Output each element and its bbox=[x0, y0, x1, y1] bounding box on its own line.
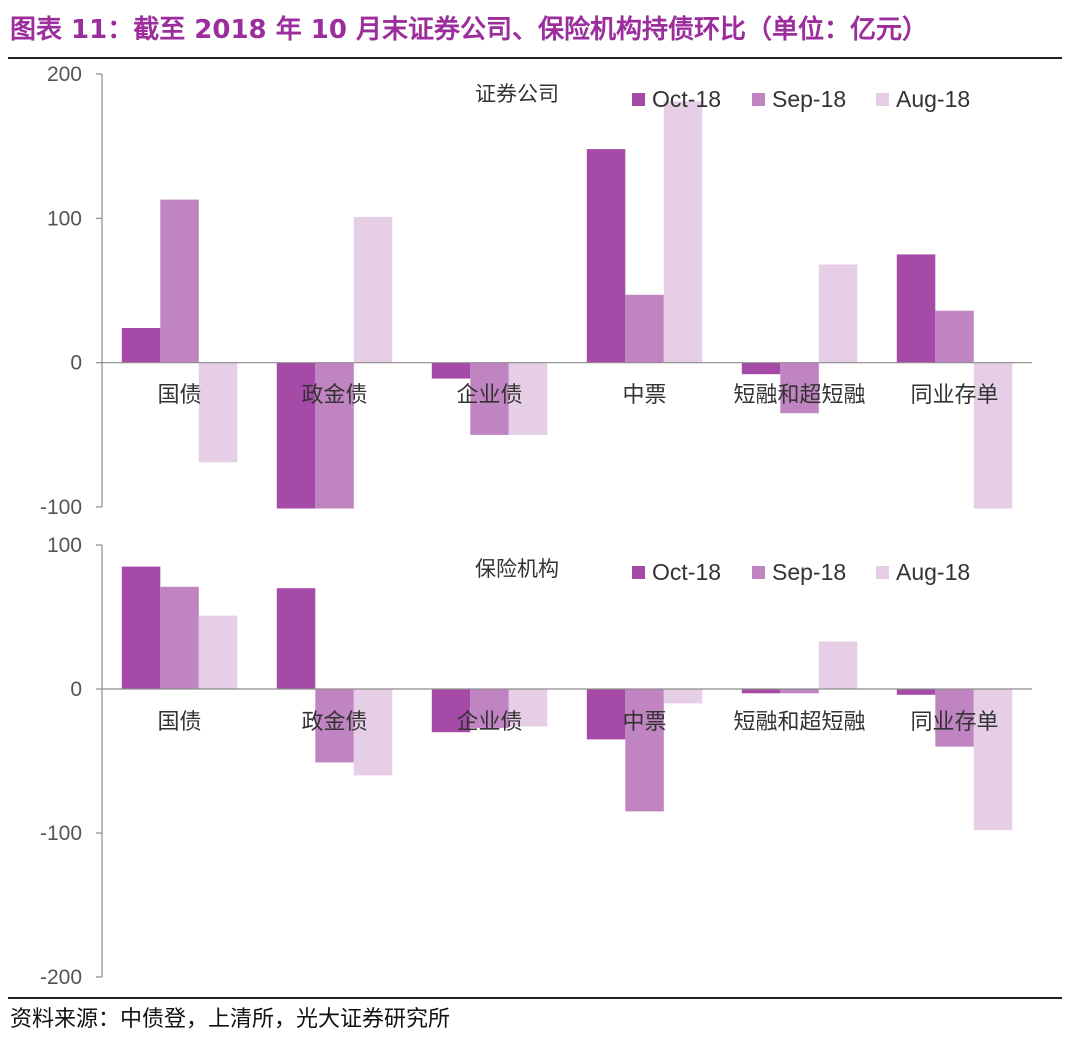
bar-aug-18 bbox=[973, 689, 1013, 831]
bar-sep-18 bbox=[470, 362, 509, 435]
category-label: 短融和超短融 bbox=[733, 383, 865, 408]
bar-oct-18 bbox=[896, 689, 936, 695]
y-tick-label: 100 bbox=[47, 534, 82, 557]
legend-swatch bbox=[876, 93, 889, 106]
bar-aug-18 bbox=[663, 689, 703, 704]
bar-aug-18 bbox=[198, 615, 238, 689]
legend-label: Aug-18 bbox=[896, 559, 970, 585]
y-tick-label: 200 bbox=[47, 63, 82, 86]
legend-label: Aug-18 bbox=[896, 86, 970, 112]
category-label: 同业存单 bbox=[910, 710, 998, 735]
bar-aug-18 bbox=[353, 216, 393, 363]
bar-aug-18 bbox=[818, 264, 858, 363]
category-label: 政金债 bbox=[301, 710, 367, 735]
bar-oct-18 bbox=[431, 689, 471, 733]
category-label: 企业债 bbox=[456, 383, 522, 408]
y-tick-label: 0 bbox=[70, 678, 82, 701]
bar-oct-18 bbox=[121, 566, 161, 689]
chart-title: 图表 11：截至 2018 年 10 月末证券公司、保险机构持债环比（单位：亿元… bbox=[10, 15, 928, 45]
title-rule bbox=[8, 57, 1062, 59]
legend-label: Oct-18 bbox=[652, 86, 721, 112]
category-label: 政金债 bbox=[301, 383, 367, 408]
source-rule bbox=[8, 997, 1062, 999]
bar-oct-18 bbox=[741, 689, 781, 694]
bar-oct-18 bbox=[121, 328, 161, 363]
bar-oct-18 bbox=[586, 149, 626, 363]
bar-sep-18 bbox=[935, 689, 974, 747]
legend-swatch bbox=[632, 93, 645, 106]
y-tick-label: -100 bbox=[40, 496, 82, 519]
panel-label: 证券公司 bbox=[475, 82, 559, 106]
bar-sep-18 bbox=[315, 362, 354, 509]
bar-sep-18 bbox=[625, 294, 664, 363]
legend-label: Sep-18 bbox=[772, 559, 846, 585]
bar-aug-18 bbox=[508, 362, 548, 435]
bar-sep-18 bbox=[780, 689, 819, 694]
bar-oct-18 bbox=[276, 588, 316, 689]
bar-oct-18 bbox=[431, 362, 471, 379]
legend-swatch bbox=[876, 566, 889, 579]
category-label: 国债 bbox=[157, 383, 201, 408]
legend-swatch bbox=[752, 93, 765, 106]
bar-sep-18 bbox=[470, 689, 509, 728]
bar-sep-18 bbox=[780, 362, 819, 414]
bar-oct-18 bbox=[276, 362, 316, 509]
category-label: 同业存单 bbox=[910, 383, 998, 408]
legend-swatch bbox=[752, 566, 765, 579]
legend-swatch bbox=[632, 566, 645, 579]
bar-aug-18 bbox=[663, 101, 703, 363]
panel-label: 保险机构 bbox=[475, 557, 559, 581]
bar-oct-18 bbox=[586, 689, 626, 740]
bar-aug-18 bbox=[353, 689, 393, 776]
bar-oct-18 bbox=[896, 254, 936, 363]
y-tick-label: 100 bbox=[47, 207, 82, 230]
legend-label: Oct-18 bbox=[652, 559, 721, 585]
bar-aug-18 bbox=[198, 362, 238, 463]
bar-sep-18 bbox=[935, 310, 974, 363]
category-label: 短融和超短融 bbox=[733, 710, 865, 735]
category-label: 国债 bbox=[157, 710, 201, 735]
bar-sep-18 bbox=[315, 689, 354, 763]
category-label: 中票 bbox=[622, 383, 666, 408]
y-tick-label: -200 bbox=[40, 966, 82, 989]
bar-aug-18 bbox=[973, 362, 1013, 509]
y-tick-label: -100 bbox=[40, 822, 82, 845]
bar-aug-18 bbox=[818, 641, 858, 689]
bar-sep-18 bbox=[160, 199, 199, 363]
bar-oct-18 bbox=[741, 362, 781, 375]
category-label: 中票 bbox=[622, 710, 666, 735]
category-label: 企业债 bbox=[456, 710, 522, 735]
y-tick-label: 0 bbox=[70, 352, 82, 375]
bar-sep-18 bbox=[625, 689, 664, 812]
bar-aug-18 bbox=[508, 689, 548, 727]
bar-sep-18 bbox=[160, 586, 199, 689]
source-note: 资料来源：中债登，上清所，光大证券研究所 bbox=[10, 1007, 451, 1032]
legend-label: Sep-18 bbox=[772, 86, 846, 112]
